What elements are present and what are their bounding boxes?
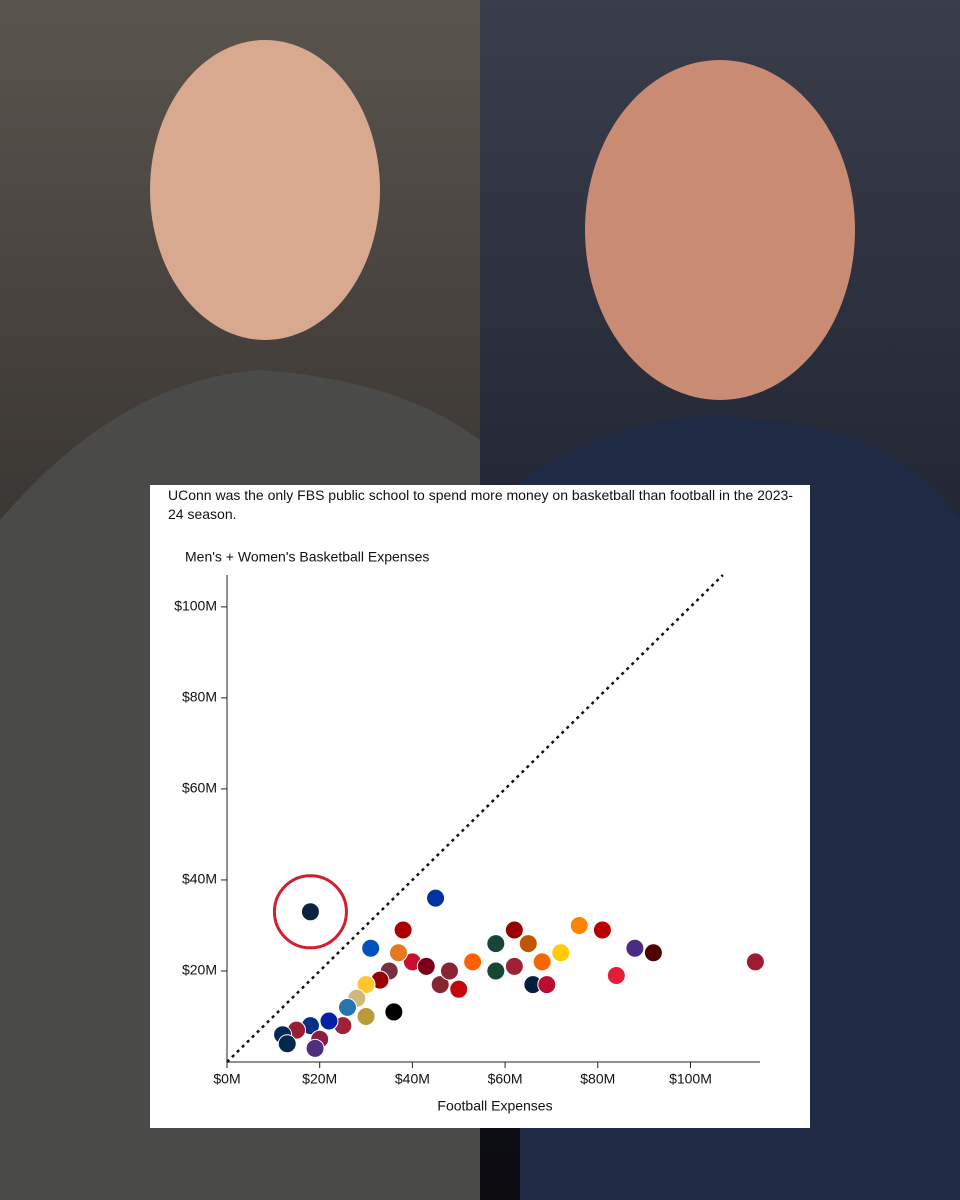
school-point (518, 934, 538, 954)
school-point (430, 975, 450, 995)
y-tick-label: $60M (182, 780, 217, 796)
school-point (361, 938, 381, 958)
school-point (439, 961, 459, 981)
school-point (338, 997, 358, 1017)
school-point (551, 943, 571, 963)
school-point (643, 943, 663, 963)
right-face (585, 60, 855, 400)
school-point (449, 979, 469, 999)
x-tick-label: $20M (302, 1071, 337, 1087)
school-point (504, 956, 524, 976)
school-point (592, 920, 612, 940)
school-point (625, 938, 645, 958)
school-point (532, 952, 552, 972)
school-point (426, 888, 446, 908)
left-face (150, 40, 380, 340)
x-tick-label: $80M (580, 1071, 615, 1087)
x-tick-label: $60M (488, 1071, 523, 1087)
school-point (606, 966, 626, 986)
school-point (305, 1038, 325, 1058)
x-axis-title: Football Expenses (437, 1098, 552, 1114)
school-point (384, 1002, 404, 1022)
school-point (486, 961, 506, 981)
x-tick-label: $40M (395, 1071, 430, 1087)
school-point (463, 952, 483, 972)
x-tick-label: $0M (213, 1071, 240, 1087)
highlight-ring (272, 874, 348, 950)
school-point (486, 934, 506, 954)
y-tick-label: $20M (182, 962, 217, 978)
chart-subtitle: UConn was the only FBS public school to … (168, 487, 793, 522)
school-point (277, 1034, 297, 1054)
y-tick-label: $80M (182, 689, 217, 705)
school-point (388, 943, 408, 963)
y-tick-label: $40M (182, 871, 217, 887)
school-point (356, 975, 376, 995)
school-point (569, 915, 589, 935)
school-point (537, 975, 557, 995)
school-point (745, 952, 765, 972)
school-point (393, 920, 413, 940)
chart-panel (150, 485, 810, 1128)
school-point (416, 956, 436, 976)
school-point (300, 902, 320, 922)
school-point (356, 1006, 376, 1026)
school-point (319, 1011, 339, 1031)
y-axis-title: Men's + Women's Basketball Expenses (185, 549, 429, 565)
y-tick-label: $100M (174, 598, 217, 614)
x-tick-label: $100M (669, 1071, 712, 1087)
school-point (504, 920, 524, 940)
